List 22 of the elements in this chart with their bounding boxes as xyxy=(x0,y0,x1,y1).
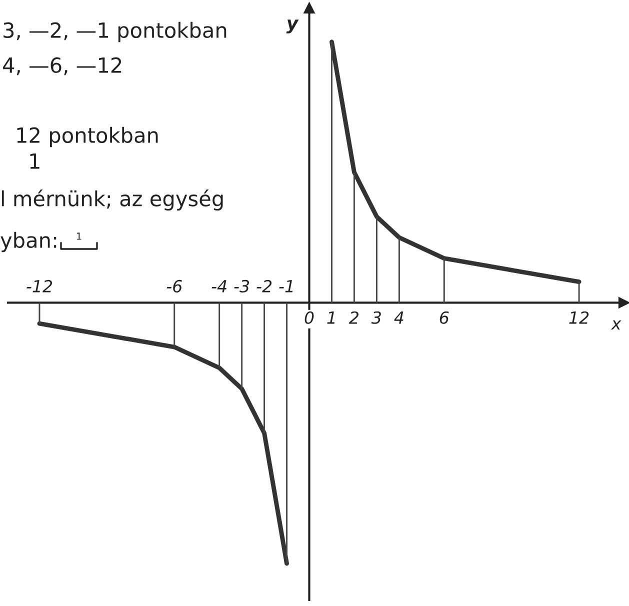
annotation: 1 xyxy=(30,154,40,169)
annotation: 1 xyxy=(76,232,82,240)
x-tick-label: 1 xyxy=(327,312,335,324)
x2-tick-label: -3 xyxy=(234,280,250,293)
x-tick-label: 2 xyxy=(348,311,358,324)
x2-tick-label: -12 xyxy=(26,280,52,292)
x2-tick-label: -1 xyxy=(279,280,293,292)
x-tick-label: 0 xyxy=(304,311,314,324)
x-tick-label: 12 xyxy=(569,311,589,324)
x-axis-title: x xyxy=(610,320,622,330)
x-tick-label: 3 xyxy=(371,311,381,324)
x-tick-label: 4 xyxy=(394,312,404,324)
x2-tick-label: -2 xyxy=(256,280,272,292)
annotation: l mérnünk; az egység xyxy=(2,190,223,210)
annotation: yban: xyxy=(0,232,56,252)
annotation: 3, —2, —1 pontokban xyxy=(4,22,226,42)
x-tick-label: 6 xyxy=(440,311,449,324)
annotation: 12 pontokban xyxy=(17,126,158,148)
x2-tick-label: -4 xyxy=(212,280,226,292)
y-axis-title: y xyxy=(286,20,299,34)
x2-tick-label: -6 xyxy=(166,280,182,293)
annotation: 4, —6, —12 xyxy=(3,57,122,76)
